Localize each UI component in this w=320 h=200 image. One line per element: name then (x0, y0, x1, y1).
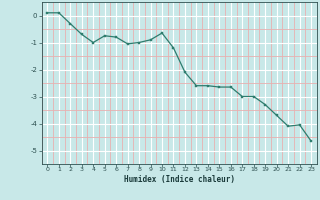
X-axis label: Humidex (Indice chaleur): Humidex (Indice chaleur) (124, 175, 235, 184)
